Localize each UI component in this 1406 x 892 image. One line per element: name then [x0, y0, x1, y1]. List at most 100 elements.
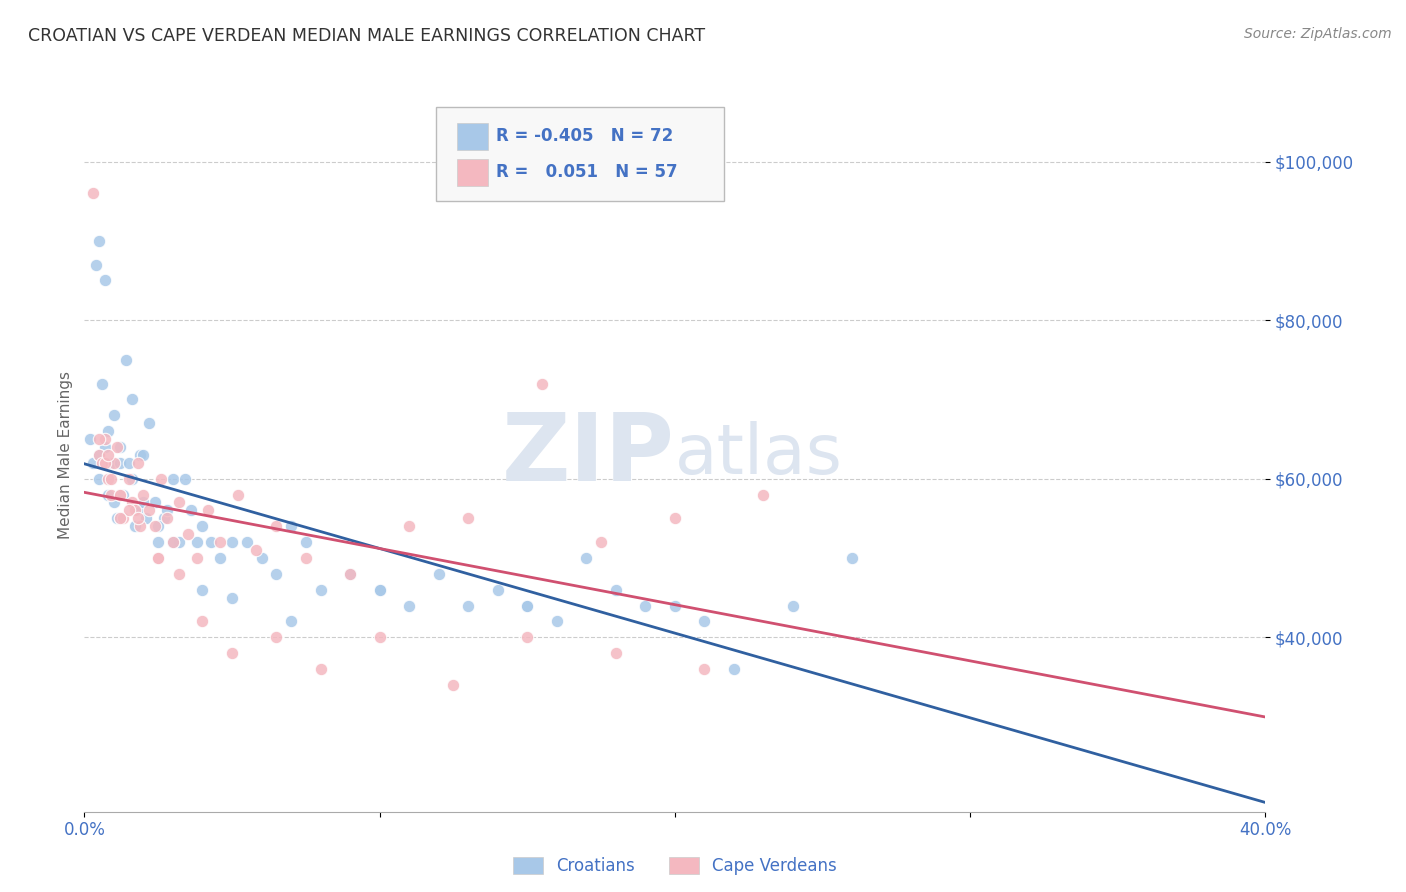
Point: [191, 615, 214, 629]
Point: [264, 519, 288, 533]
Point: [100, 456, 122, 470]
Legend: Croatians, Cape Verdeans: Croatians, Cape Verdeans: [506, 850, 844, 882]
Point: [148, 551, 170, 566]
Text: Source: ZipAtlas.com: Source: ZipAtlas.com: [1244, 27, 1392, 41]
Point: [841, 551, 863, 566]
Point: [79, 432, 101, 446]
Point: [245, 543, 267, 558]
Point: [634, 599, 657, 613]
Point: [191, 519, 214, 533]
Point: [97, 487, 120, 501]
Point: [530, 376, 553, 391]
Point: [100, 487, 122, 501]
Point: [782, 599, 804, 613]
Point: [108, 511, 131, 525]
Point: [264, 630, 288, 644]
Point: [693, 615, 716, 629]
Point: [127, 511, 149, 525]
Point: [162, 535, 184, 549]
Point: [108, 440, 131, 454]
Point: [118, 503, 141, 517]
Point: [97, 472, 120, 486]
Text: ZIP: ZIP: [502, 409, 675, 501]
Point: [516, 599, 538, 613]
Point: [368, 582, 391, 597]
Point: [486, 582, 509, 597]
Point: [124, 503, 146, 517]
Point: [186, 535, 208, 549]
Point: [427, 566, 450, 581]
Point: [209, 551, 232, 566]
Point: [148, 519, 170, 533]
Text: CROATIAN VS CAPE VERDEAN MEDIAN MALE EARNINGS CORRELATION CHART: CROATIAN VS CAPE VERDEAN MEDIAN MALE EAR…: [28, 27, 706, 45]
Point: [105, 511, 128, 525]
Point: [250, 551, 273, 566]
Point: [132, 495, 155, 509]
Point: [398, 599, 420, 613]
Point: [91, 376, 114, 391]
Point: [97, 424, 120, 438]
Point: [280, 519, 302, 533]
Point: [575, 551, 598, 566]
Point: [221, 591, 243, 605]
Point: [457, 599, 479, 613]
Point: [108, 487, 131, 501]
Point: [121, 392, 143, 407]
Y-axis label: Median Male Earnings: Median Male Earnings: [58, 371, 73, 539]
Point: [167, 566, 190, 581]
Point: [84, 258, 107, 272]
Point: [127, 456, 149, 470]
Point: [664, 599, 686, 613]
Point: [200, 535, 222, 549]
Point: [118, 472, 141, 486]
Point: [295, 535, 318, 549]
Point: [97, 448, 120, 462]
Point: [121, 472, 143, 486]
Point: [191, 582, 214, 597]
Point: [150, 472, 173, 486]
Point: [138, 416, 160, 430]
Point: [94, 456, 117, 470]
Point: [368, 582, 391, 597]
Point: [180, 503, 202, 517]
Point: [127, 503, 149, 517]
Point: [339, 566, 361, 581]
Point: [108, 511, 131, 525]
Point: [91, 456, 114, 470]
Point: [103, 409, 125, 423]
Point: [664, 511, 686, 525]
Point: [87, 234, 111, 248]
Point: [162, 535, 184, 549]
Point: [723, 662, 745, 676]
Point: [221, 535, 243, 549]
Point: [114, 352, 136, 367]
Point: [143, 519, 166, 533]
Point: [132, 487, 155, 501]
Point: [87, 472, 111, 486]
Point: [457, 511, 479, 525]
Point: [105, 440, 128, 454]
Point: [153, 511, 176, 525]
Point: [129, 519, 152, 533]
Text: R = -0.405   N = 72: R = -0.405 N = 72: [496, 128, 673, 145]
Point: [516, 630, 538, 644]
Point: [605, 582, 627, 597]
Point: [295, 551, 318, 566]
Point: [591, 535, 613, 549]
Point: [121, 495, 143, 509]
Point: [546, 615, 568, 629]
Point: [280, 615, 302, 629]
Point: [103, 456, 125, 470]
Point: [100, 472, 122, 486]
Point: [693, 662, 716, 676]
Point: [516, 599, 538, 613]
Point: [148, 551, 170, 566]
Point: [94, 273, 117, 287]
Point: [173, 472, 195, 486]
Point: [87, 448, 111, 462]
Point: [124, 519, 146, 533]
Point: [111, 511, 134, 525]
Point: [398, 519, 420, 533]
Point: [162, 472, 184, 486]
Point: [129, 448, 152, 462]
